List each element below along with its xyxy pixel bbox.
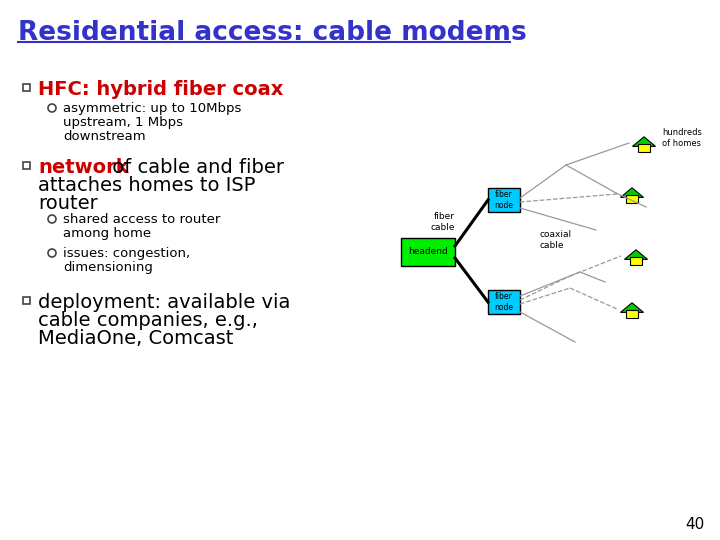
FancyBboxPatch shape	[488, 188, 520, 212]
Text: asymmetric: up to 10Mbps: asymmetric: up to 10Mbps	[63, 102, 241, 115]
Text: upstream, 1 Mbps: upstream, 1 Mbps	[63, 116, 183, 129]
FancyBboxPatch shape	[22, 84, 30, 91]
Polygon shape	[621, 188, 644, 198]
Polygon shape	[632, 137, 655, 146]
Text: cable companies, e.g.,: cable companies, e.g.,	[38, 311, 258, 330]
Text: among home: among home	[63, 227, 151, 240]
Text: Residential access: cable modems: Residential access: cable modems	[18, 20, 527, 46]
Text: MediaOne, Comcast: MediaOne, Comcast	[38, 329, 233, 348]
FancyBboxPatch shape	[638, 144, 649, 152]
Text: issues: congestion,: issues: congestion,	[63, 247, 190, 260]
Circle shape	[48, 215, 56, 223]
Polygon shape	[621, 303, 644, 313]
FancyBboxPatch shape	[22, 296, 30, 303]
Text: fiber
node: fiber node	[495, 292, 513, 312]
Text: of cable and fiber: of cable and fiber	[106, 158, 284, 177]
FancyBboxPatch shape	[22, 161, 30, 168]
Text: 40: 40	[685, 517, 705, 532]
Circle shape	[48, 104, 56, 112]
Text: router: router	[38, 194, 98, 213]
FancyBboxPatch shape	[488, 290, 520, 314]
Text: HFC: hybrid fiber coax: HFC: hybrid fiber coax	[38, 80, 284, 99]
Text: downstream: downstream	[63, 130, 145, 143]
Text: headend: headend	[408, 247, 448, 256]
Text: attaches homes to ISP: attaches homes to ISP	[38, 176, 256, 195]
Text: fiber
node: fiber node	[495, 190, 513, 210]
Text: network: network	[38, 158, 129, 177]
Text: shared access to router: shared access to router	[63, 213, 220, 226]
Text: dimensioning: dimensioning	[63, 261, 153, 274]
FancyBboxPatch shape	[626, 195, 638, 203]
Polygon shape	[624, 250, 647, 259]
FancyBboxPatch shape	[626, 309, 638, 318]
FancyBboxPatch shape	[401, 238, 455, 266]
Text: deployment: available via: deployment: available via	[38, 293, 290, 312]
Text: fiber
cable: fiber cable	[431, 212, 455, 232]
Circle shape	[48, 249, 56, 257]
Text: coaxial
cable: coaxial cable	[540, 230, 572, 249]
Text: hundreds
of homes: hundreds of homes	[662, 129, 702, 148]
FancyBboxPatch shape	[630, 256, 642, 265]
